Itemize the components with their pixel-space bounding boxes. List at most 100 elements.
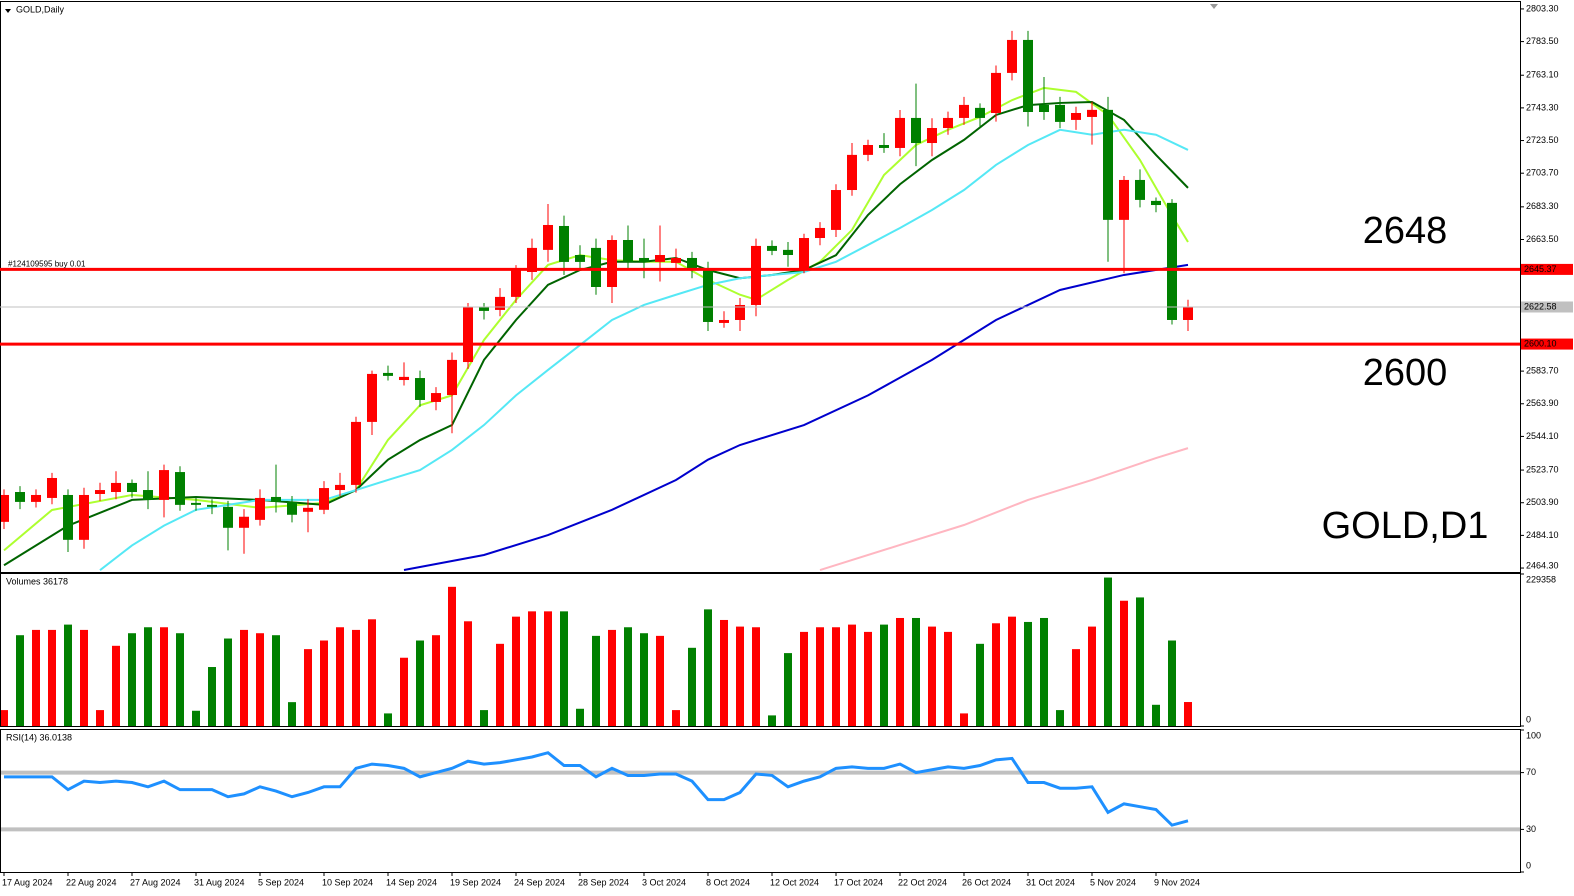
volume-bar xyxy=(1,710,8,726)
volume-bar xyxy=(1072,649,1080,726)
volume-bar xyxy=(208,667,216,726)
volume-bar xyxy=(864,631,872,726)
volume-bar xyxy=(848,624,856,726)
price-level-label: 2645.37 xyxy=(1524,264,1557,274)
volume-bar xyxy=(752,627,760,726)
candle-body xyxy=(31,494,41,502)
candle-body xyxy=(335,484,345,491)
volume-bar xyxy=(160,627,168,726)
candle-body xyxy=(735,304,745,320)
x-tick-label: 14 Sep 2024 xyxy=(386,877,437,887)
candle-body xyxy=(911,117,921,144)
candle-body xyxy=(367,373,377,422)
candle-body xyxy=(15,492,25,502)
y-tick-label: 2783.50 xyxy=(1526,36,1559,46)
volume-bar xyxy=(480,710,488,726)
candle-body xyxy=(351,421,361,485)
x-tick-label: 5 Sep 2024 xyxy=(258,877,304,887)
candle-body xyxy=(559,225,569,262)
panel-title: Volumes 36178 xyxy=(6,576,68,586)
candle-body xyxy=(111,482,121,493)
volume-bar xyxy=(48,629,56,726)
volume-bar xyxy=(608,629,616,726)
candle-body xyxy=(159,470,169,500)
candle-body xyxy=(1071,112,1081,120)
volume-bar xyxy=(352,629,360,726)
volume-bar xyxy=(496,643,504,726)
volume-bar xyxy=(1040,617,1048,726)
candle-body xyxy=(1007,39,1017,73)
x-tick-label: 31 Oct 2024 xyxy=(1026,877,1075,887)
candle-body xyxy=(127,482,137,493)
volume-bar xyxy=(1168,640,1176,726)
x-tick-label: 10 Sep 2024 xyxy=(322,877,373,887)
volume-bar xyxy=(592,635,600,726)
volume-bar xyxy=(928,626,936,726)
candle-body xyxy=(831,190,841,230)
candle-body xyxy=(927,128,937,144)
annotation: 2648 xyxy=(1363,210,1448,252)
candle-body xyxy=(303,507,313,512)
volume-bar xyxy=(720,619,728,726)
panel-title: GOLD,Daily xyxy=(16,4,65,14)
volume-bar xyxy=(272,635,280,726)
volume-bar xyxy=(144,627,152,726)
candle-body xyxy=(47,477,57,498)
price-level-label: 2600.10 xyxy=(1524,338,1557,348)
price-level-box xyxy=(1521,301,1573,313)
candle-body xyxy=(1023,39,1033,113)
volume-bar xyxy=(1088,626,1096,726)
menu-triangle[interactable] xyxy=(5,9,11,13)
volume-bar xyxy=(992,623,1000,726)
candle-body xyxy=(63,494,73,540)
x-tick-label: 28 Sep 2024 xyxy=(578,877,629,887)
x-tick-label: 31 Aug 2024 xyxy=(194,877,245,887)
candle-body xyxy=(1167,202,1177,320)
volume-bar xyxy=(736,626,744,726)
candle-body xyxy=(1151,200,1161,206)
volume-panel xyxy=(0,573,1521,727)
price-level-box xyxy=(1521,263,1573,275)
candle-body xyxy=(767,245,777,251)
candle-body xyxy=(1,494,9,522)
price-level-box xyxy=(1521,338,1573,350)
x-tick-label: 12 Oct 2024 xyxy=(770,877,819,887)
shift-marker xyxy=(1210,4,1218,9)
y-tick-label: 70 xyxy=(1526,767,1536,777)
y-tick-label: 2503.90 xyxy=(1526,497,1559,507)
volume-bar xyxy=(240,629,248,726)
volume-bar xyxy=(880,624,888,726)
volume-bar xyxy=(16,635,24,726)
candle-body xyxy=(1055,104,1065,122)
candle-body xyxy=(687,257,697,271)
candle-body xyxy=(271,496,281,502)
x-tick-label: 26 Oct 2024 xyxy=(962,877,1011,887)
volume-bar xyxy=(80,629,88,726)
volume-bar xyxy=(1104,577,1112,726)
candle-body xyxy=(1119,179,1129,220)
main-panel xyxy=(0,1,1521,573)
panel-title: RSI(14) 36.0138 xyxy=(6,732,72,742)
candle-body xyxy=(431,393,441,402)
x-tick-label: 9 Nov 2024 xyxy=(1154,877,1200,887)
candle-body xyxy=(703,268,713,322)
y-tick-label: 2663.50 xyxy=(1526,234,1559,244)
volume-bar xyxy=(784,653,792,726)
volume-bar xyxy=(832,627,840,726)
candle-body xyxy=(239,516,249,528)
volume-bar xyxy=(448,586,456,726)
volume-bar xyxy=(640,633,648,726)
volume-bar xyxy=(1184,702,1192,726)
candle-body xyxy=(399,376,409,381)
volume-bar xyxy=(64,624,72,726)
candle-body xyxy=(175,472,185,505)
rsi-line xyxy=(4,751,1189,827)
candle-body xyxy=(1039,104,1049,113)
candle-body xyxy=(655,255,665,262)
x-tick-label: 22 Oct 2024 xyxy=(898,877,947,887)
y-tick-label: 2583.70 xyxy=(1526,365,1559,375)
candle-body xyxy=(991,72,1001,113)
y-tick-label: 30 xyxy=(1526,824,1536,834)
